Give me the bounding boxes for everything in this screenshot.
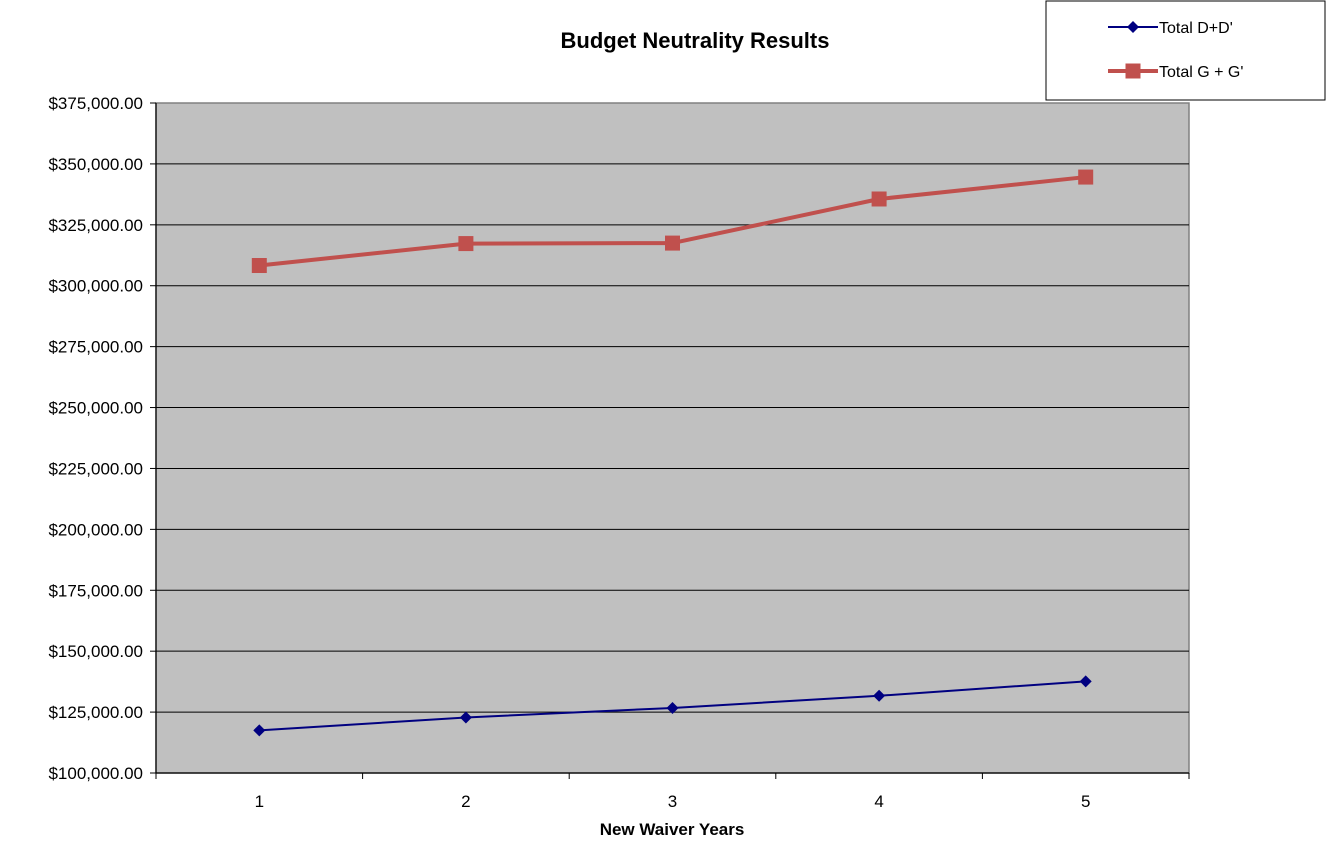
plot-area bbox=[155, 102, 1190, 774]
y-tick-label: $375,000.00 bbox=[48, 94, 143, 113]
y-tick-label: $200,000.00 bbox=[48, 520, 143, 539]
y-tick-label: $100,000.00 bbox=[48, 764, 143, 783]
data-point-diamond bbox=[1079, 675, 1092, 688]
legend-marker-diamond bbox=[1127, 21, 1139, 33]
chart-title: Budget Neutrality Results bbox=[561, 28, 830, 53]
legend-item: Total G + G' bbox=[1108, 63, 1243, 81]
legend: Total D+D' Total G + G' bbox=[1045, 0, 1326, 101]
x-axis-title: New Waiver Years bbox=[600, 820, 745, 839]
legend-label: Total G + G' bbox=[1159, 64, 1243, 81]
y-tick-label: $250,000.00 bbox=[48, 399, 143, 418]
data-point-diamond bbox=[459, 711, 472, 724]
legend-item: Total D+D' bbox=[1108, 20, 1233, 37]
data-point-diamond bbox=[253, 724, 266, 737]
y-tick-label: $350,000.00 bbox=[48, 155, 143, 174]
y-tick-label: $225,000.00 bbox=[48, 459, 143, 478]
legend-label: Total D+D' bbox=[1159, 20, 1233, 37]
y-tick-label: $150,000.00 bbox=[48, 642, 143, 661]
axes bbox=[150, 102, 1190, 779]
series-1 bbox=[253, 675, 1092, 737]
data-point-diamond bbox=[666, 701, 679, 714]
y-tick-label: $325,000.00 bbox=[48, 216, 143, 235]
data-point-square bbox=[1078, 169, 1094, 185]
y-tick-label: $125,000.00 bbox=[48, 703, 143, 722]
legend-box bbox=[1045, 0, 1326, 101]
x-tick-label: 2 bbox=[461, 792, 470, 811]
x-tick-label: 4 bbox=[874, 792, 883, 811]
x-tick-labels: 1 2 3 4 5 bbox=[255, 792, 1091, 811]
data-point-square bbox=[871, 191, 887, 207]
y-tick-label: $300,000.00 bbox=[48, 277, 143, 296]
y-tick-label: $175,000.00 bbox=[48, 581, 143, 600]
x-tick-label: 1 bbox=[255, 792, 264, 811]
y-tick-labels: $100,000.00 $125,000.00 $150,000.00 $175,00… bbox=[48, 94, 143, 783]
y-tick-label: $275,000.00 bbox=[48, 338, 143, 357]
legend-marker-square bbox=[1125, 63, 1141, 79]
data-point-square bbox=[251, 258, 267, 274]
data-point-diamond bbox=[873, 689, 886, 702]
series bbox=[251, 169, 1094, 737]
x-tick-label: 5 bbox=[1081, 792, 1090, 811]
x-tick-label: 3 bbox=[668, 792, 677, 811]
data-point-square bbox=[458, 236, 474, 252]
grid-lines bbox=[156, 163, 1189, 713]
data-point-square bbox=[665, 235, 680, 251]
series-2 bbox=[251, 169, 1094, 274]
